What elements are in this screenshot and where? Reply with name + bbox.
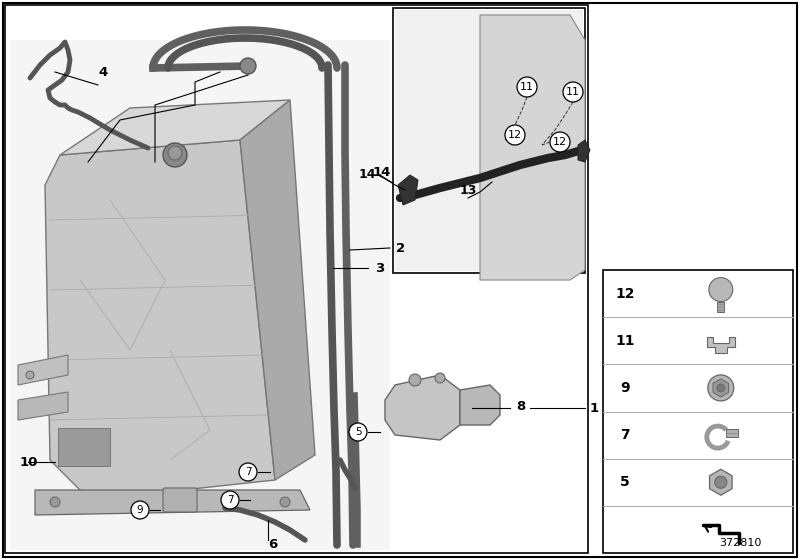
Circle shape — [708, 375, 734, 401]
Circle shape — [239, 463, 257, 481]
Text: 12: 12 — [508, 130, 522, 140]
Polygon shape — [713, 379, 729, 397]
Circle shape — [563, 82, 583, 102]
Text: 14: 14 — [373, 166, 391, 179]
Polygon shape — [60, 100, 290, 155]
Circle shape — [435, 373, 445, 383]
Circle shape — [409, 374, 421, 386]
Text: 11: 11 — [615, 334, 634, 348]
Text: 5: 5 — [354, 427, 362, 437]
Bar — [603, 270, 793, 553]
Text: 7: 7 — [620, 428, 630, 442]
Circle shape — [550, 132, 570, 152]
Polygon shape — [18, 355, 68, 385]
Circle shape — [168, 146, 182, 160]
Text: 372810: 372810 — [720, 538, 762, 548]
Circle shape — [717, 384, 725, 392]
Circle shape — [240, 58, 256, 74]
Circle shape — [349, 423, 367, 441]
Text: 12: 12 — [553, 137, 567, 147]
Text: 7: 7 — [226, 495, 234, 505]
Text: 1: 1 — [590, 402, 599, 414]
Bar — [393, 8, 585, 273]
Text: 11: 11 — [566, 87, 580, 97]
Text: 8: 8 — [516, 399, 526, 413]
Circle shape — [26, 371, 34, 379]
Bar — [395, 10, 583, 271]
Bar — [10, 40, 390, 550]
Circle shape — [715, 476, 726, 488]
Circle shape — [50, 497, 60, 507]
Polygon shape — [398, 175, 418, 205]
Text: 14: 14 — [358, 169, 376, 181]
Bar — [718, 302, 724, 311]
Text: 3: 3 — [375, 262, 384, 274]
Circle shape — [163, 143, 187, 167]
Text: 4: 4 — [98, 66, 107, 78]
Circle shape — [221, 491, 239, 509]
Polygon shape — [35, 490, 310, 515]
Text: 11: 11 — [520, 82, 534, 92]
Text: 2: 2 — [396, 241, 405, 254]
Polygon shape — [710, 469, 732, 495]
Polygon shape — [707, 337, 734, 353]
Text: 7: 7 — [245, 467, 251, 477]
Polygon shape — [240, 100, 315, 480]
Text: 9: 9 — [620, 381, 630, 395]
Polygon shape — [480, 15, 585, 280]
Text: 6: 6 — [268, 539, 278, 552]
Text: 5: 5 — [620, 475, 630, 489]
Circle shape — [709, 278, 733, 302]
Text: 13: 13 — [459, 184, 477, 197]
Circle shape — [280, 497, 290, 507]
Polygon shape — [18, 392, 68, 420]
Text: 9: 9 — [137, 505, 143, 515]
Polygon shape — [578, 140, 590, 162]
Polygon shape — [460, 385, 500, 425]
Polygon shape — [45, 140, 275, 500]
Bar — [58, 428, 110, 466]
Polygon shape — [385, 375, 460, 440]
FancyBboxPatch shape — [163, 488, 197, 512]
Text: 12: 12 — [615, 287, 634, 301]
Bar — [5, 5, 588, 553]
Circle shape — [131, 501, 149, 519]
Circle shape — [517, 77, 537, 97]
Bar — [726, 429, 738, 437]
Text: 10: 10 — [20, 455, 38, 469]
Circle shape — [505, 125, 525, 145]
